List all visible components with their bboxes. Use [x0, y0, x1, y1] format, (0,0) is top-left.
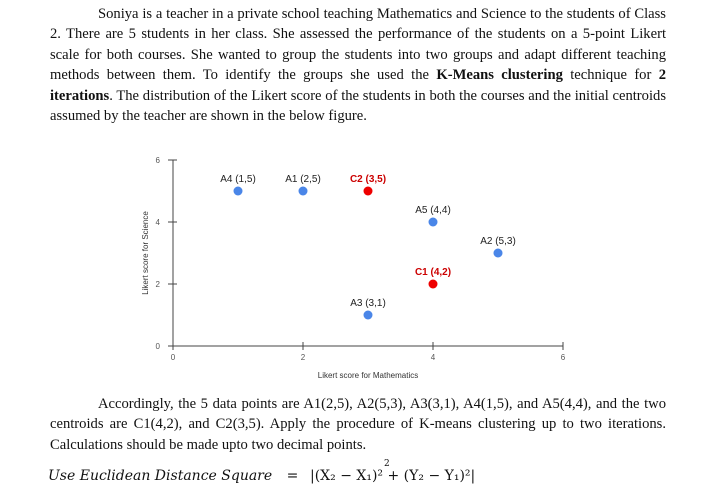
data-point [493, 248, 503, 258]
x-tick-label: 4 [431, 353, 436, 362]
intro-text-1: Soniya is a teacher in a private school … [50, 6, 666, 84]
intro-text-2: technique for [562, 67, 659, 84]
formula-expression-text: |(X₂ − X₁)² + (Y₂ − Y₁)²| [310, 468, 476, 484]
formula-expression: |(X₂ − X₁)² + (Y₂ − Y₁)²| 2 [310, 459, 476, 484]
x-tick-label: 6 [561, 353, 566, 362]
y-axis-label: Likert score for Science [141, 211, 150, 295]
formula-equals: = [286, 468, 299, 484]
data-label: C1 (4,2) [415, 267, 451, 278]
accordingly-text: Accordingly, the 5 data points are A1(2,… [50, 396, 666, 453]
data-point [428, 279, 438, 289]
intro-text-3: . The distribution of the Likert score o… [50, 87, 666, 125]
accordingly-paragraph: Accordingly, the 5 data points are A1(2,… [50, 394, 666, 455]
x-axis-label: Likert score for Mathematics [318, 371, 418, 380]
data-label: A2 (5,3) [480, 236, 516, 247]
distance-formula: Use Euclidean Distance Square = |(X₂ − X… [48, 459, 475, 484]
y-tick-label: 0 [156, 342, 161, 351]
y-tick-label: 6 [156, 156, 161, 165]
scatter-chart: 0 2 4 6 0 2 4 6 Likert score for Mathematics Like… [141, 156, 566, 380]
y-tick-label: 2 [156, 280, 161, 289]
intro-iterations: 2 iterations [50, 67, 666, 104]
y-tick-label: 4 [156, 218, 161, 227]
data-label: A1 (2,5) [285, 174, 321, 185]
data-point [428, 217, 438, 227]
intro-method: K-Means clustering [436, 67, 563, 84]
formula-superscript: 2 [384, 459, 390, 469]
data-point [298, 186, 308, 196]
data-label: A4 (1,5) [220, 174, 256, 185]
data-label: A3 (3,1) [350, 298, 386, 309]
data-label: A5 (4,4) [415, 205, 451, 216]
data-point [363, 186, 373, 196]
x-tick-label: 2 [301, 353, 306, 362]
data-label: C2 (3,5) [350, 174, 386, 185]
data-point [363, 310, 373, 320]
formula-label: Use Euclidean Distance Square [48, 468, 273, 484]
x-tick-label: 0 [171, 353, 176, 362]
data-point [233, 186, 243, 196]
problem-intro-paragraph: Soniya is a teacher in a private school … [50, 4, 666, 126]
